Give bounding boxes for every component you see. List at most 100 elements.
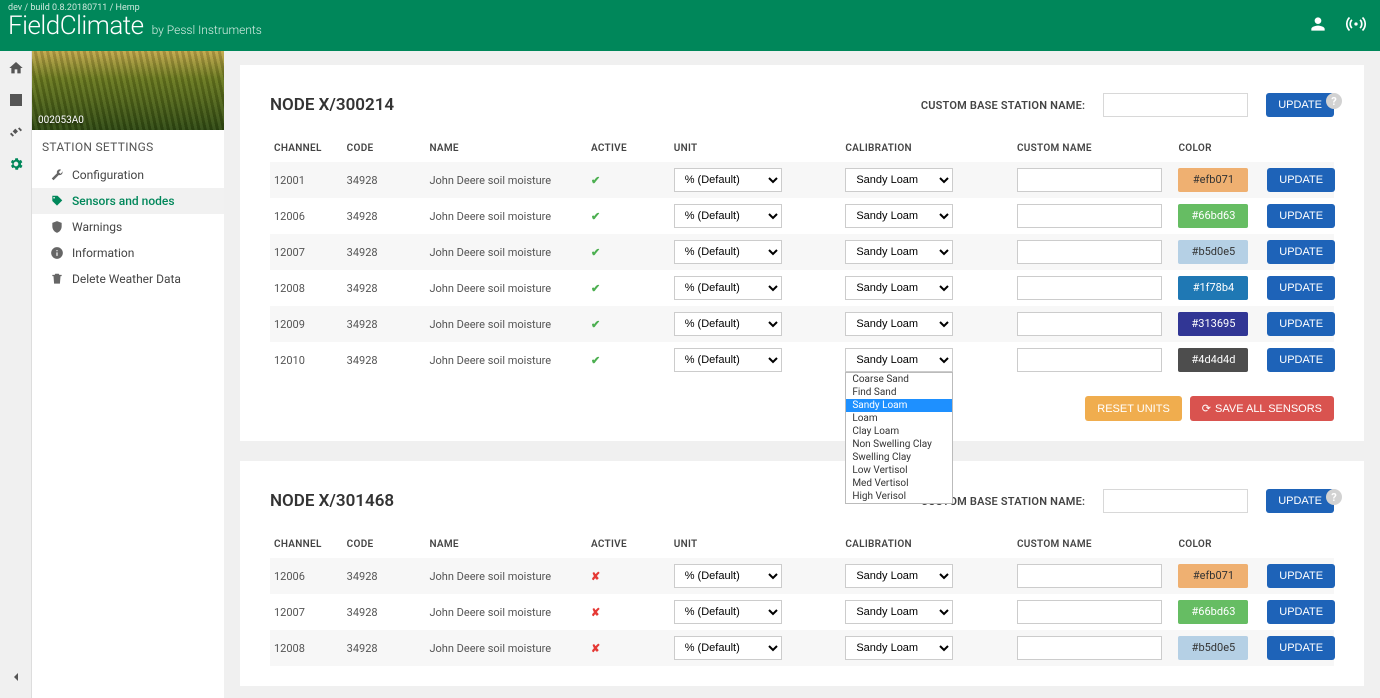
unit-select[interactable]: % (Default)	[674, 564, 782, 588]
dropdown-option[interactable]: Sandy Loam	[846, 399, 952, 412]
save-all-sensors-button[interactable]: ⟳SAVE ALL SENSORS	[1190, 396, 1334, 421]
dropdown-option[interactable]: Med Vertisol	[846, 477, 952, 490]
sidebar-item-configuration[interactable]: Configuration	[32, 162, 224, 188]
update-row-button[interactable]: UPDATE	[1267, 312, 1335, 336]
settings-icon[interactable]	[5, 153, 27, 175]
update-row-button[interactable]: UPDATE	[1267, 168, 1335, 192]
cell-channel: 12007	[270, 594, 343, 630]
sidebar-item-label: Sensors and nodes	[72, 194, 175, 208]
sensor-row: 12009 34928 John Deere soil moisture ✔ %…	[270, 306, 1334, 342]
color-chip[interactable]: #4d4d4d	[1178, 348, 1248, 372]
unit-select[interactable]: % (Default)	[674, 636, 782, 660]
update-row-button[interactable]: UPDATE	[1267, 240, 1335, 264]
update-row-button[interactable]: UPDATE	[1267, 600, 1335, 624]
dropdown-option[interactable]: Non Swelling Clay	[846, 438, 952, 451]
unit-select[interactable]: % (Default)	[674, 168, 782, 192]
cell-unit: % (Default)	[670, 558, 842, 594]
color-chip[interactable]: #efb071	[1178, 168, 1248, 192]
sidebar-item-warnings[interactable]: Warnings	[32, 214, 224, 240]
base-station-label: CUSTOM BASE STATION NAME:	[921, 99, 1085, 112]
cell-name: John Deere soil moisture	[425, 594, 587, 630]
color-chip[interactable]: #66bd63	[1178, 204, 1248, 228]
help-icon[interactable]: ?	[1326, 489, 1342, 505]
custom-name-input[interactable]	[1017, 312, 1162, 336]
update-base-station-button[interactable]: UPDATE	[1266, 489, 1334, 513]
cell-channel: 12010	[270, 342, 343, 378]
update-row-button[interactable]: UPDATE	[1267, 564, 1335, 588]
chart-icon[interactable]	[5, 89, 27, 111]
update-base-station-button[interactable]: UPDATE	[1266, 93, 1334, 117]
color-chip[interactable]: #efb071	[1178, 564, 1248, 588]
reset-units-button[interactable]: RESET UNITS	[1085, 396, 1182, 421]
dropdown-option[interactable]: Low Vertisol	[846, 464, 952, 477]
node-title: NODE X/301468	[270, 491, 394, 511]
calibration-select[interactable]: Sandy Loam	[845, 168, 953, 192]
color-chip[interactable]: #313695	[1178, 312, 1248, 336]
custom-name-input[interactable]	[1017, 600, 1162, 624]
dropdown-option[interactable]: High Verisol	[846, 490, 952, 503]
broadcast-icon[interactable]	[1346, 14, 1366, 37]
refresh-icon: ⟳	[1202, 403, 1211, 415]
x-icon: ✘	[591, 570, 600, 583]
color-chip[interactable]: #66bd63	[1178, 600, 1248, 624]
color-chip[interactable]: #b5d0e5	[1178, 636, 1248, 660]
cell-custom-name	[1013, 234, 1175, 270]
sidebar-item-sensors-and-nodes[interactable]: Sensors and nodes	[32, 188, 224, 214]
color-chip[interactable]: #b5d0e5	[1178, 240, 1248, 264]
dropdown-option[interactable]: Find Sand	[846, 386, 952, 399]
calibration-select[interactable]: Sandy Loam	[845, 312, 953, 336]
custom-name-input[interactable]	[1017, 168, 1162, 192]
calibration-select[interactable]: Sandy Loam	[845, 204, 953, 228]
base-station-input[interactable]	[1103, 489, 1248, 513]
dropdown-option[interactable]: Loam	[846, 412, 952, 425]
calibration-select[interactable]: Sandy Loam	[845, 600, 953, 624]
update-row-button[interactable]: UPDATE	[1267, 636, 1335, 660]
unit-select[interactable]: % (Default)	[674, 312, 782, 336]
th-action	[1263, 135, 1334, 162]
help-icon[interactable]: ?	[1326, 93, 1342, 109]
node-header: NODE X/301468 CUSTOM BASE STATION NAME: …	[270, 489, 1334, 513]
sidebar-item-information[interactable]: Information	[32, 240, 224, 266]
sidebar-item-delete-weather-data[interactable]: Delete Weather Data	[32, 266, 224, 292]
calibration-select[interactable]: Sandy Loam	[845, 240, 953, 264]
unit-select[interactable]: % (Default)	[674, 276, 782, 300]
custom-name-input[interactable]	[1017, 204, 1162, 228]
calibration-select[interactable]: Sandy Loam	[845, 348, 953, 372]
custom-name-input[interactable]	[1017, 564, 1162, 588]
custom-name-input[interactable]	[1017, 240, 1162, 264]
update-row-button[interactable]: UPDATE	[1267, 348, 1335, 372]
unit-select[interactable]: % (Default)	[674, 348, 782, 372]
dropdown-option[interactable]: Clay Loam	[846, 425, 952, 438]
unit-select[interactable]: % (Default)	[674, 204, 782, 228]
check-icon: ✔	[591, 174, 600, 187]
unit-select[interactable]: % (Default)	[674, 600, 782, 624]
th-name: NAME	[425, 531, 587, 558]
cell-active: ✔	[587, 270, 670, 306]
calibration-select[interactable]: Sandy Loam	[845, 564, 953, 588]
sidebar: 002053A0 STATION SETTINGS ConfigurationS…	[32, 51, 224, 698]
cell-calibration: Sandy Loam Coarse SandFind SandSandy Loa…	[841, 342, 1013, 378]
calibration-dropdown-open[interactable]: Coarse SandFind SandSandy LoamLoamClay L…	[845, 372, 953, 504]
cell-color: #4d4d4d	[1174, 342, 1263, 378]
update-row-button[interactable]: UPDATE	[1267, 276, 1335, 300]
color-chip[interactable]: #1f78b4	[1178, 276, 1248, 300]
custom-name-input[interactable]	[1017, 636, 1162, 660]
user-icon[interactable]	[1308, 14, 1328, 37]
calibration-select[interactable]: Sandy Loam	[845, 276, 953, 300]
cell-unit: % (Default)	[670, 198, 842, 234]
custom-name-input[interactable]	[1017, 348, 1162, 372]
collapse-icon[interactable]	[5, 666, 27, 688]
dropdown-option[interactable]: Swelling Clay	[846, 451, 952, 464]
cell-channel: 12009	[270, 306, 343, 342]
unit-select[interactable]: % (Default)	[674, 240, 782, 264]
satellite-icon[interactable]	[5, 121, 27, 143]
home-icon[interactable]	[5, 57, 27, 79]
custom-name-input[interactable]	[1017, 276, 1162, 300]
base-station-input[interactable]	[1103, 93, 1248, 117]
calibration-select[interactable]: Sandy Loam	[845, 636, 953, 660]
dropdown-option[interactable]: Coarse Sand	[846, 373, 952, 386]
cell-name: John Deere soil moisture	[425, 342, 587, 378]
update-row-button[interactable]: UPDATE	[1267, 204, 1335, 228]
cell-custom-name	[1013, 198, 1175, 234]
th-unit: UNIT	[670, 531, 842, 558]
